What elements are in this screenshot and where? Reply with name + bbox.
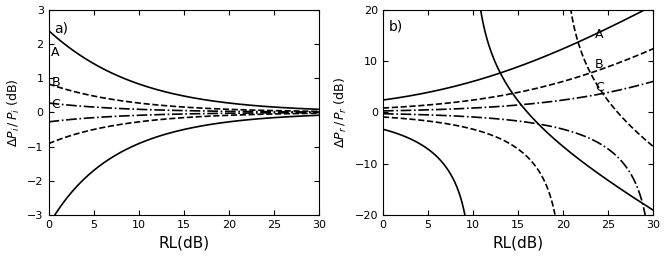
Y-axis label: $\Delta P_i\,/\,P_i$ (dB): $\Delta P_i\,/\,P_i$ (dB) <box>5 78 22 147</box>
Text: b): b) <box>388 20 403 34</box>
Text: C: C <box>595 81 603 94</box>
Text: a): a) <box>54 22 68 36</box>
Text: A: A <box>595 28 603 40</box>
Text: B: B <box>595 58 603 71</box>
X-axis label: RL(dB): RL(dB) <box>493 236 543 250</box>
X-axis label: RL(dB): RL(dB) <box>159 236 209 250</box>
Text: B: B <box>51 76 60 89</box>
Text: C: C <box>51 98 60 111</box>
Text: A: A <box>51 46 60 59</box>
Y-axis label: $\Delta P_r\,/\,P_r$ (dB): $\Delta P_r\,/\,P_r$ (dB) <box>333 77 349 148</box>
